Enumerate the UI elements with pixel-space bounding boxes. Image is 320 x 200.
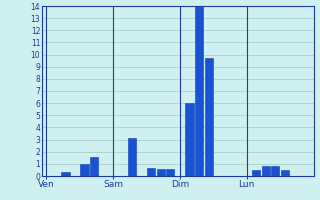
Bar (61, 172, 69, 176)
Bar (204, 58, 213, 176)
Bar (90, 157, 98, 176)
Bar (157, 169, 165, 176)
Bar (186, 103, 194, 176)
Bar (128, 138, 136, 176)
Bar (147, 168, 156, 176)
Bar (166, 169, 174, 176)
Bar (262, 166, 270, 176)
Bar (195, 6, 203, 176)
Bar (81, 164, 89, 176)
Bar (271, 166, 279, 176)
Bar (281, 170, 289, 176)
Bar (252, 170, 260, 176)
